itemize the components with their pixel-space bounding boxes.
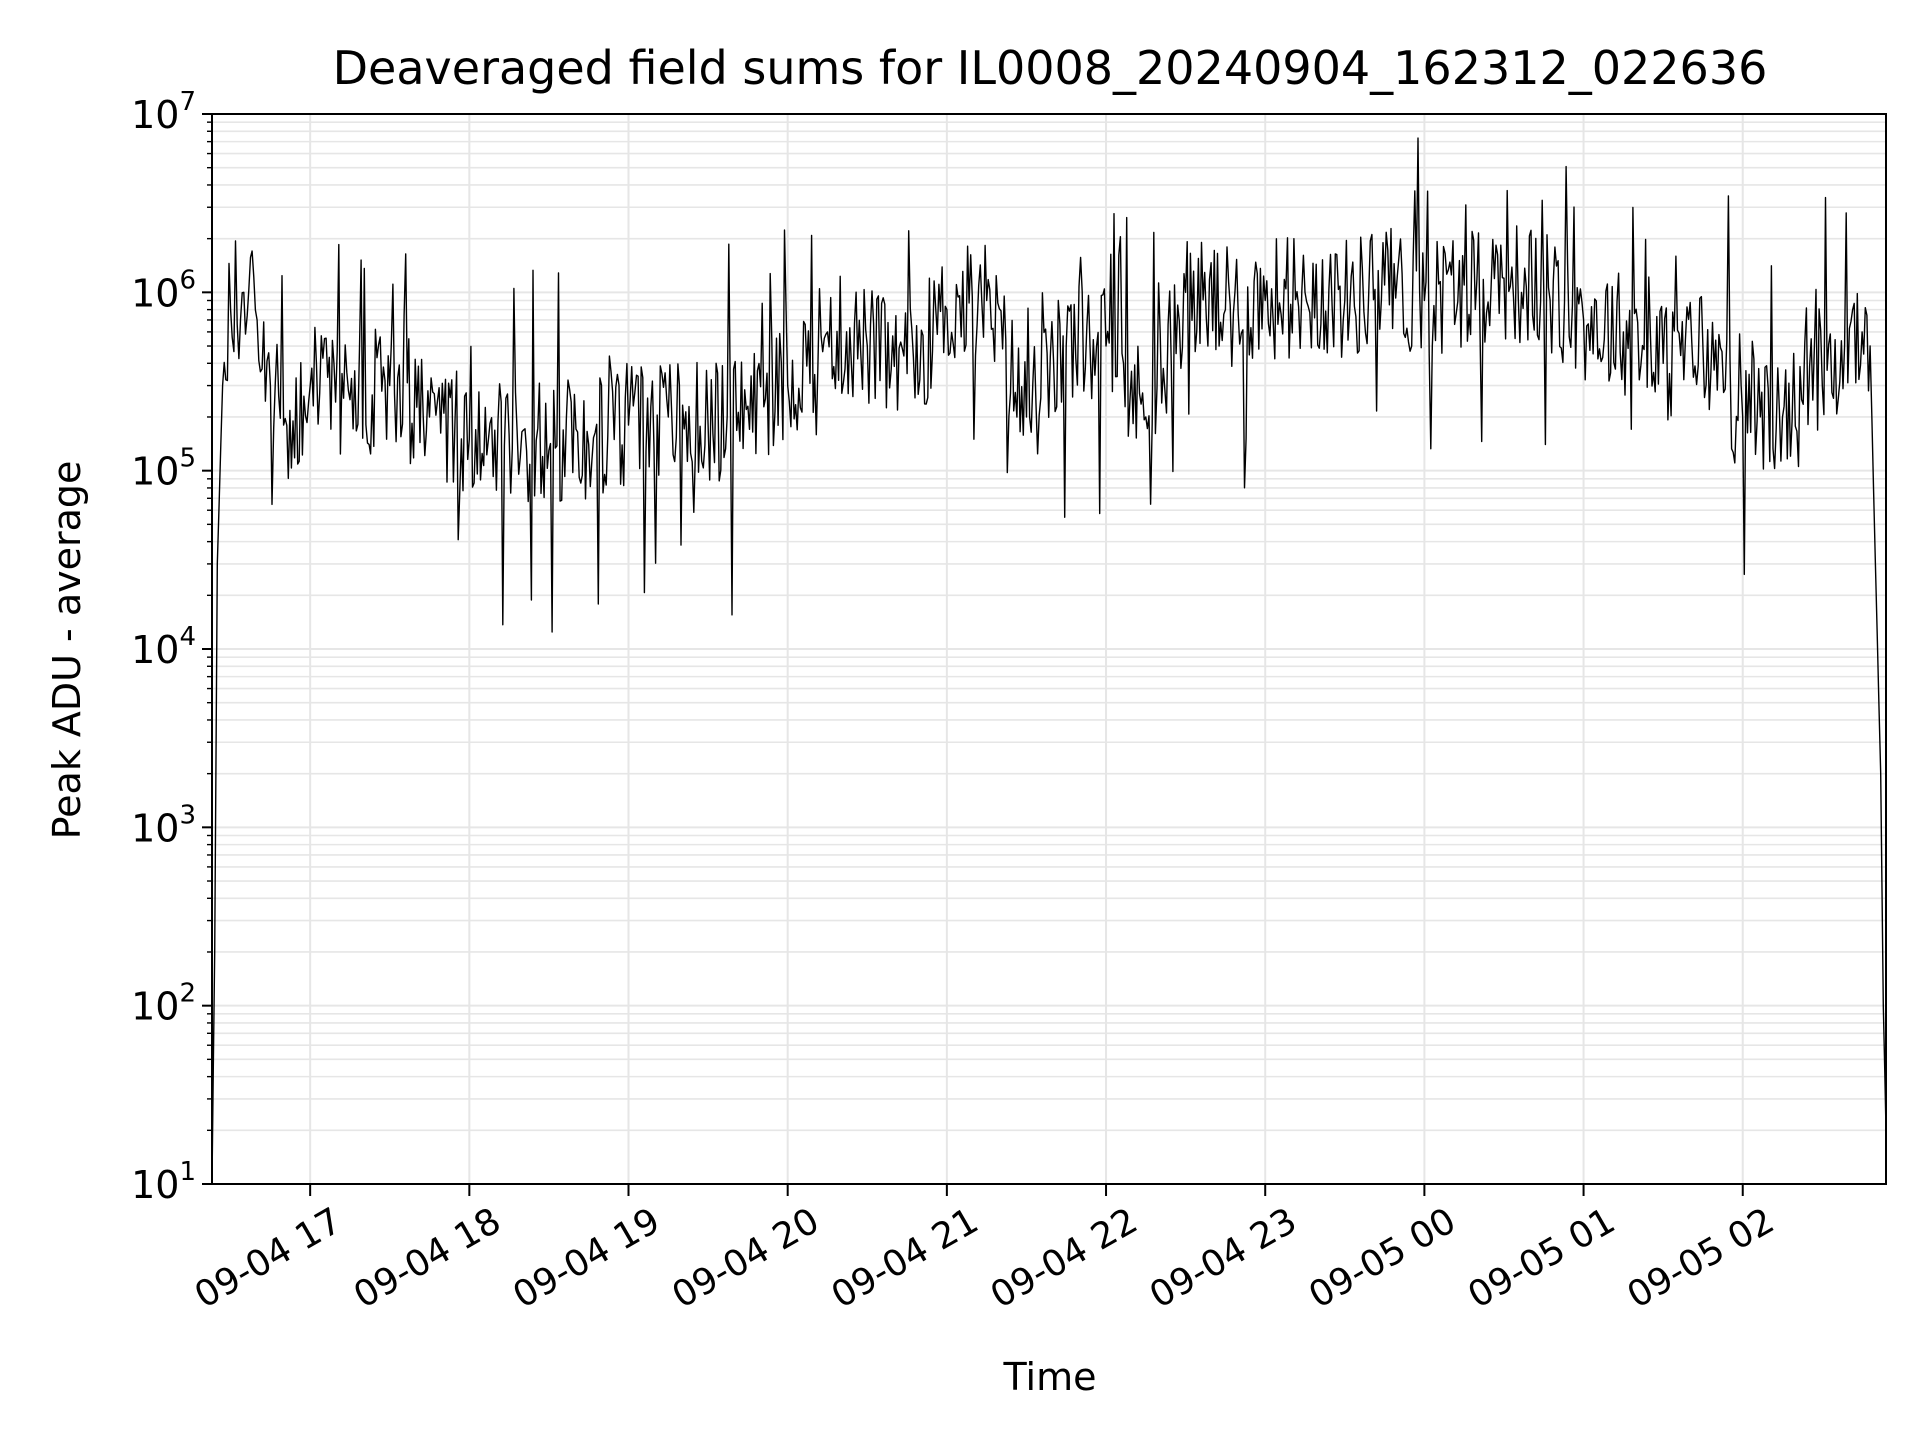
y-tick-label-base: 10 <box>131 628 179 672</box>
y-tick-label-exponent: 1 <box>179 1157 196 1187</box>
x-tick-label: 09-04 18 <box>347 1200 508 1316</box>
y-tick-label-exponent: 7 <box>179 87 196 117</box>
x-tick-label: 09-04 17 <box>188 1200 349 1316</box>
y-tick-label: 107 <box>131 87 196 137</box>
x-axis-label: Time <box>1003 1355 1097 1399</box>
data-layer <box>211 137 1887 1185</box>
y-tick-label-base: 10 <box>131 450 179 494</box>
y-axis-label: Peak ADU - average <box>45 461 89 840</box>
y-tick-label-base: 10 <box>131 806 179 850</box>
y-tick-label: 103 <box>131 800 196 850</box>
y-tick-label-exponent: 6 <box>179 265 196 295</box>
x-tick-label: 09-04 22 <box>984 1200 1145 1316</box>
grid <box>212 114 1886 1185</box>
y-tick-label-exponent: 3 <box>179 800 196 830</box>
x-tick-label: 09-04 20 <box>666 1200 827 1316</box>
x-tick-label: 09-05 02 <box>1621 1200 1782 1316</box>
y-tick-label: 102 <box>131 979 196 1029</box>
y-tick-label-exponent: 4 <box>179 622 196 652</box>
series-line <box>211 137 1887 1185</box>
x-tick-label: 09-04 19 <box>506 1200 667 1316</box>
x-tick-label: 09-04 23 <box>1143 1200 1304 1316</box>
y-tick-label-base: 10 <box>131 93 179 137</box>
x-tick-label: 09-05 00 <box>1302 1200 1463 1316</box>
chart-title: Deaveraged field sums for IL0008_2024090… <box>333 41 1768 95</box>
y-tick-label: 101 <box>131 1157 196 1207</box>
y-tick-label: 105 <box>131 444 196 494</box>
y-tick-label: 104 <box>131 622 196 672</box>
y-tick-label-exponent: 5 <box>179 444 196 474</box>
y-tick-label: 106 <box>131 265 196 315</box>
y-tick-label-exponent: 2 <box>179 979 196 1009</box>
y-tick-label-base: 10 <box>131 1163 179 1207</box>
y-tick-label-base: 10 <box>131 271 179 315</box>
x-tick-label: 09-04 21 <box>825 1200 986 1316</box>
y-tick-label-base: 10 <box>131 985 179 1029</box>
x-tick-label: 09-05 01 <box>1461 1200 1622 1316</box>
